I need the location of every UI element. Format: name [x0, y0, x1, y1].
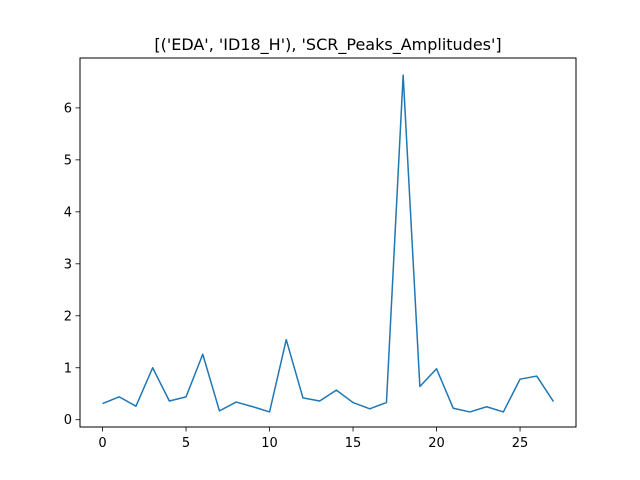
chart-title: [('EDA', 'ID18_H'), 'SCR_Peaks_Amplitude…: [154, 35, 501, 55]
y-tick-label: 4: [64, 205, 72, 220]
x-tick-label: 10: [261, 436, 278, 451]
y-tick-label: 6: [64, 101, 72, 116]
y-tick-label: 2: [64, 309, 72, 324]
x-tick-label: 5: [182, 436, 190, 451]
series-line-0: [102, 74, 555, 413]
x-tick-label: 25: [512, 436, 529, 451]
x-tick-label: 15: [345, 436, 362, 451]
x-tick-label: 0: [98, 436, 106, 451]
y-tick-label: 1: [64, 361, 72, 376]
y-tick-label: 5: [64, 153, 72, 168]
axis-ticks: 0 5 10 15 20 25 0 1 2 3 4 5 6: [64, 101, 529, 451]
y-tick-label: 3: [64, 257, 72, 272]
y-tick-label: 0: [64, 413, 72, 428]
x-tick-label: 20: [428, 436, 445, 451]
plot-area: [102, 74, 555, 413]
axes-frame: [79, 57, 577, 428]
